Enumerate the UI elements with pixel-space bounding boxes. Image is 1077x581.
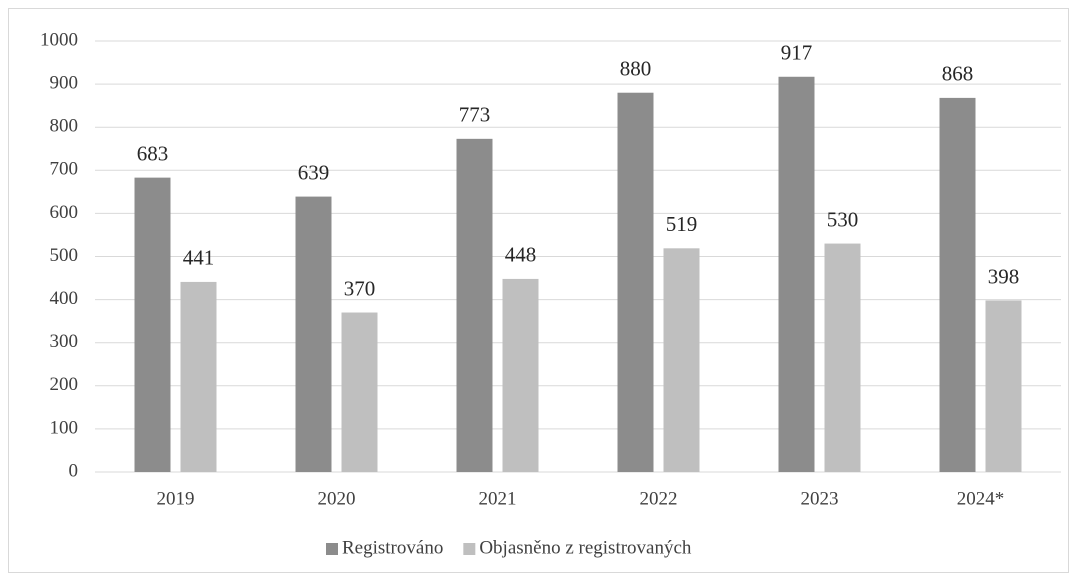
y-tick-label: 900 — [50, 72, 79, 93]
data-label: 773 — [459, 103, 491, 127]
x-tick-label: 2021 — [479, 488, 517, 509]
y-tick-label: 600 — [50, 202, 79, 223]
bar — [502, 278, 539, 472]
bar — [939, 97, 976, 472]
data-label: 441 — [183, 246, 215, 270]
bar — [985, 300, 1022, 472]
data-label: 370 — [344, 276, 376, 300]
x-tick-label: 2019 — [157, 488, 195, 509]
x-tick-label: 2023 — [801, 488, 839, 509]
data-label: 683 — [137, 141, 169, 165]
bar — [341, 312, 378, 472]
bar — [180, 281, 217, 472]
data-label: 917 — [781, 41, 813, 65]
x-tick-label: 2024* — [957, 488, 1005, 509]
y-tick-label: 500 — [50, 245, 79, 266]
bar — [617, 92, 654, 472]
bar — [824, 243, 861, 472]
data-label: 530 — [827, 207, 859, 231]
x-tick-label: 2022 — [640, 488, 678, 509]
y-tick-label: 1000 — [40, 29, 78, 50]
x-tick-label: 2020 — [318, 488, 356, 509]
bar — [134, 177, 171, 472]
data-label: 639 — [298, 160, 330, 184]
y-tick-label: 300 — [50, 331, 79, 352]
y-tick-label: 700 — [50, 159, 79, 180]
y-tick-label: 200 — [50, 374, 79, 395]
data-label: 880 — [620, 57, 652, 81]
legend-swatch — [326, 543, 338, 555]
y-tick-label: 400 — [50, 288, 79, 309]
data-label: 448 — [505, 243, 537, 267]
data-label: 868 — [942, 62, 974, 86]
bar — [663, 248, 700, 472]
data-label: 519 — [666, 212, 698, 236]
y-tick-label: 0 — [69, 460, 79, 481]
data-label: 398 — [988, 264, 1020, 288]
legend-swatch — [463, 543, 476, 555]
y-tick-label: 800 — [50, 116, 79, 137]
y-tick-label: 100 — [50, 417, 79, 438]
bar — [456, 138, 493, 472]
legend-label: Objasněno z registrovaných — [479, 537, 692, 558]
legend-label: Registrováno — [342, 537, 443, 558]
bar — [295, 196, 332, 472]
bar — [778, 76, 815, 472]
